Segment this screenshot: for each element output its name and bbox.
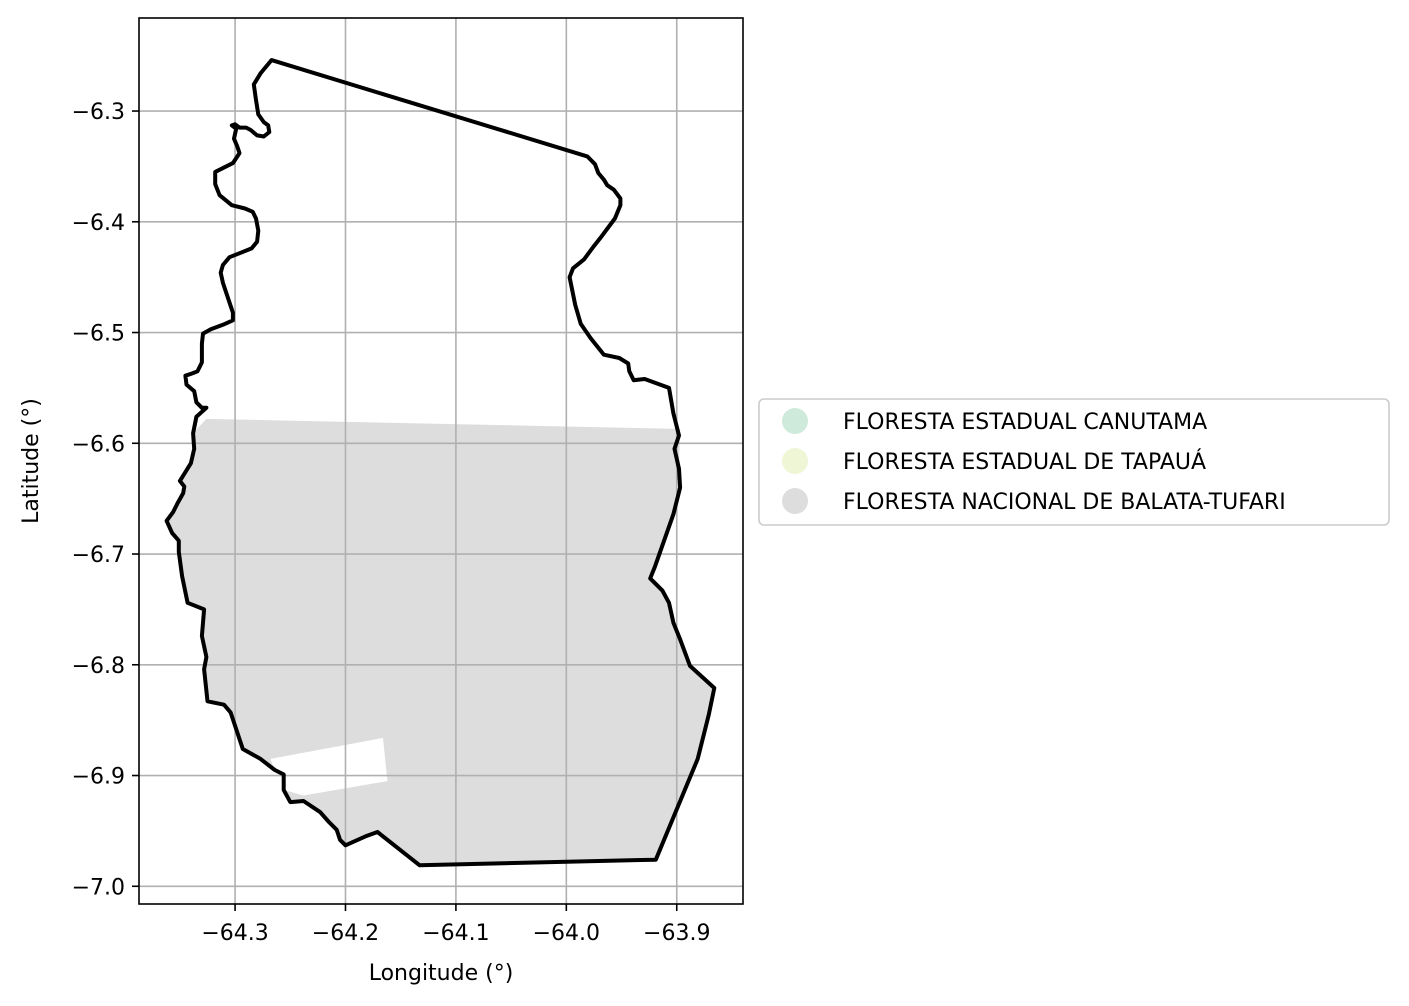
- y-axis-label: Latitude (°): [19, 398, 44, 524]
- legend-marker: [782, 448, 808, 474]
- legend-marker: [782, 408, 808, 434]
- region-boundary: [164, 58, 717, 868]
- y-tick-label: −6.4: [72, 211, 125, 236]
- outline-layer: [164, 58, 717, 868]
- y-tick-label: −7.0: [72, 875, 125, 900]
- x-axis: −64.3 −64.2 −64.1 −64.0 −63.9: [201, 904, 710, 946]
- plot-frame: [138, 17, 744, 905]
- y-tick-label: −6.7: [72, 543, 125, 568]
- legend-label: FLORESTA ESTADUAL DE TAPAUÁ: [843, 449, 1206, 475]
- y-tick-label: −6.3: [72, 100, 125, 125]
- y-tick-label: −6.8: [72, 654, 125, 679]
- legend-frame: [758, 398, 1390, 526]
- x-tick-label: −64.1: [422, 921, 489, 946]
- y-tick-label: −6.5: [72, 322, 125, 347]
- y-tick-label: −6.9: [72, 765, 125, 790]
- x-tick-label: −64.2: [312, 921, 379, 946]
- x-tick-label: −64.0: [533, 921, 600, 946]
- x-tick-label: −63.9: [643, 921, 710, 946]
- x-axis-label: Longitude (°): [369, 961, 514, 986]
- legend-label: FLORESTA ESTADUAL CANUTAMA: [843, 410, 1207, 435]
- legend-marker: [782, 488, 808, 514]
- y-axis: −6.3 −6.4 −6.5 −6.6 −6.7 −6.8 −6.9 −7.0: [72, 100, 139, 900]
- x-tick-label: −64.3: [201, 921, 268, 946]
- regions-layer: [166, 418, 715, 866]
- legend-label: FLORESTA NACIONAL DE BALATA-TUFARI: [843, 490, 1286, 515]
- legend: FLORESTA ESTADUAL CANUTAMA FLORESTA ESTAD…: [758, 398, 1390, 526]
- y-tick-label: −6.6: [72, 432, 125, 457]
- region-hole-0: [270, 737, 388, 796]
